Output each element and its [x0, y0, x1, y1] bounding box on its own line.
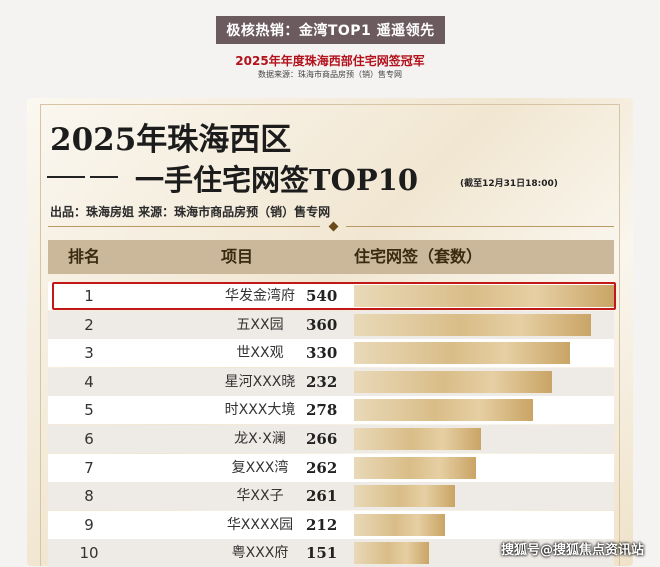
contract-count-label: 262 — [306, 458, 338, 477]
rank-cell: 9 — [84, 515, 94, 534]
contract-count-label: 540 — [306, 287, 338, 305]
rank-cell: 1 — [84, 287, 94, 305]
header-rank: 排名 — [68, 247, 101, 266]
project-name-cell: 粤XXX府 — [231, 545, 289, 562]
table-row: 10 粤XXX府 151 — [48, 539, 614, 567]
project-name-cell: 世XX观 — [236, 345, 284, 362]
headline: 2025年年度珠海西部住宅网签冠军 — [235, 54, 425, 68]
project-name-cell: 复XXX湾 — [231, 459, 289, 476]
deadline-note: (截至12月31日18:00) — [460, 179, 558, 189]
top-rank-highlight — [52, 282, 616, 310]
table-row: 3 世XX观 330 — [48, 339, 614, 368]
rank-cell: 3 — [84, 344, 94, 363]
project-name-cell: 时XXX大境 — [224, 402, 296, 419]
card-subtitle: 一手住宅网签TOP10 — [135, 163, 419, 197]
contract-count-bar — [354, 313, 591, 336]
contract-count-bar — [354, 370, 552, 393]
title-decoration-line — [90, 176, 118, 178]
contract-count-bar — [354, 542, 429, 565]
contract-count-label: 266 — [306, 430, 338, 448]
card-title: 2025年珠海西区 — [50, 122, 292, 158]
rank-cell: 4 — [84, 372, 94, 391]
contract-count-label: 151 — [306, 544, 338, 563]
table-row: 9 华XXXX园 212 — [48, 510, 614, 539]
byline: 出品：珠海房姐 来源：珠海市商品房预（销）售专网 — [50, 205, 331, 219]
table-row: 1 华发金湾府 540 — [48, 282, 614, 310]
table-row: 2 五XX园 360 — [48, 310, 614, 339]
contract-count-bar — [354, 342, 570, 365]
project-name-cell: 星河XXX晓 — [224, 373, 296, 390]
divider-line — [48, 226, 320, 227]
table-row: 4 星河XXX晓 232 — [48, 367, 614, 396]
rank-cell: 8 — [84, 487, 94, 506]
table-row: 5 时XXX大境 278 — [48, 396, 614, 425]
watermark: 搜狐号@搜狐焦点资讯站 — [500, 543, 644, 558]
header-project: 项目 — [221, 247, 254, 266]
rank-cell: 6 — [84, 430, 94, 448]
contract-count-bar — [354, 285, 614, 307]
divider-line — [346, 226, 614, 227]
contract-count-label: 360 — [306, 315, 338, 334]
project-name-cell: 华发金湾府 — [225, 288, 295, 304]
contract-count-label: 330 — [306, 344, 338, 363]
project-name-cell: 龙X·X澜 — [234, 431, 286, 447]
contract-count-label: 278 — [306, 401, 338, 420]
rank-cell: 2 — [84, 315, 94, 334]
rank-cell: 10 — [79, 544, 99, 563]
source-note: 数据来源：珠海市商品房预（销）售专网 — [258, 70, 402, 79]
title-decoration-line — [47, 176, 85, 178]
contract-count-bar — [354, 428, 481, 450]
project-name-cell: 华XXXX园 — [226, 516, 294, 533]
rank-cell: 7 — [84, 458, 94, 477]
project-name-cell: 五XX园 — [236, 316, 284, 333]
table-row: 8 华XX子 261 — [48, 482, 614, 511]
contract-count-bar — [354, 399, 533, 422]
card-frame — [40, 104, 620, 566]
contract-count-bar — [354, 513, 445, 536]
project-name-cell: 华XX子 — [236, 488, 284, 505]
table-header: 排名 项目 住宅网签（套数） — [48, 240, 614, 274]
table-row: 7 复XXX湾 262 — [48, 453, 614, 482]
top-banner-badge: 极核热销：金湾TOP1 遥遥领先 — [216, 16, 445, 44]
table-row: 6 龙X·X澜 266 — [48, 425, 614, 453]
contract-count-bar — [354, 456, 476, 479]
contract-count-label: 232 — [306, 372, 338, 391]
rank-cell: 5 — [84, 401, 94, 420]
header-contracts: 住宅网签（套数） — [354, 247, 483, 266]
contract-count-label: 212 — [306, 515, 338, 534]
contract-count-label: 261 — [306, 487, 338, 506]
contract-count-bar — [354, 485, 455, 508]
